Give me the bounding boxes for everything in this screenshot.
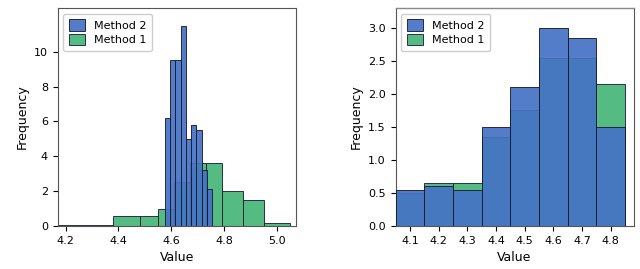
Bar <box>596 127 625 226</box>
Bar <box>424 183 453 226</box>
Legend: Method 2, Method 1: Method 2, Method 1 <box>401 14 490 51</box>
Bar <box>243 200 264 226</box>
Bar <box>191 125 196 226</box>
Bar <box>140 215 158 226</box>
Bar <box>180 26 186 226</box>
Bar <box>190 163 205 226</box>
Bar <box>453 183 482 226</box>
Bar <box>186 139 191 226</box>
Bar <box>196 130 202 226</box>
Bar <box>158 208 174 226</box>
Bar <box>264 223 291 226</box>
Bar <box>510 87 539 226</box>
Bar <box>539 28 568 226</box>
Bar <box>568 58 596 226</box>
Bar <box>596 84 625 226</box>
Bar <box>58 225 113 226</box>
Bar <box>170 60 175 226</box>
Bar <box>568 38 596 226</box>
Bar <box>539 58 568 226</box>
Bar <box>453 190 482 226</box>
Bar <box>221 191 243 226</box>
Bar <box>396 190 424 226</box>
Y-axis label: Frequency: Frequency <box>15 85 28 149</box>
Legend: Method 2, Method 1: Method 2, Method 1 <box>63 14 152 51</box>
Bar <box>482 127 510 226</box>
Bar <box>164 118 170 226</box>
Bar <box>207 189 212 226</box>
X-axis label: Value: Value <box>159 251 194 264</box>
Y-axis label: Frequency: Frequency <box>349 85 362 149</box>
Bar <box>482 137 510 226</box>
Bar <box>205 163 221 226</box>
Bar <box>424 186 453 226</box>
Bar <box>202 170 207 226</box>
Bar <box>113 215 140 226</box>
X-axis label: Value: Value <box>497 251 532 264</box>
Bar <box>396 193 424 226</box>
Bar <box>510 110 539 226</box>
Bar <box>174 182 190 226</box>
Bar <box>175 60 180 226</box>
